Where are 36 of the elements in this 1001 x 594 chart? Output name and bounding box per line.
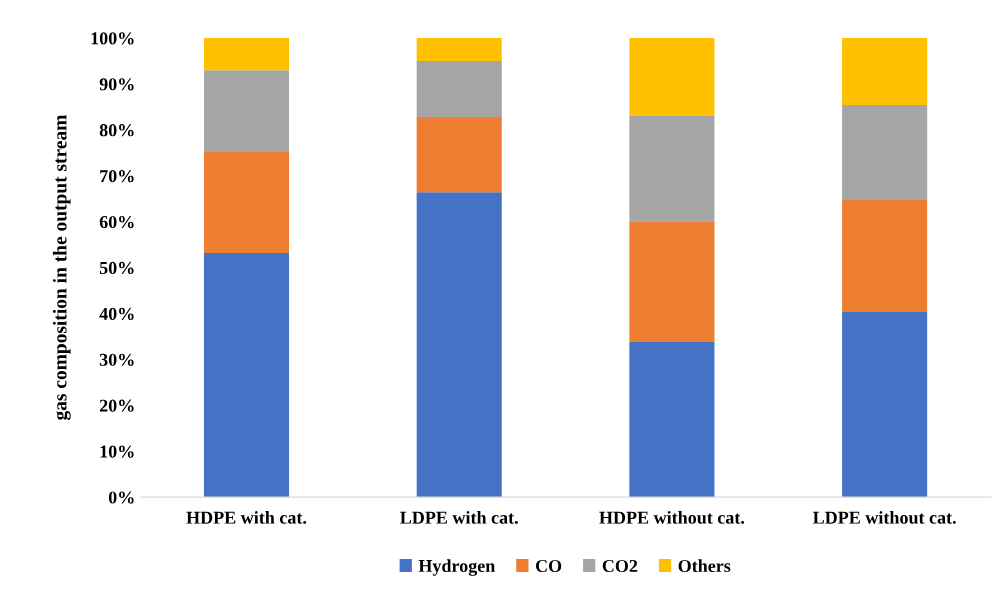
bar [842, 105, 928, 201]
y-axis-title: gas composition in the output stream [52, 114, 71, 421]
bar [629, 116, 715, 222]
bar [203, 252, 290, 498]
legend-label: Hydrogen [418, 559, 496, 576]
y-tick-label: 50% [99, 261, 134, 275]
y-tick-label: 90% [99, 78, 134, 91]
bar [203, 38, 290, 71]
y-tick-label: 30% [99, 353, 134, 366]
bar [629, 221, 715, 342]
bar [416, 192, 502, 498]
legend-label: CO [535, 559, 562, 573]
legend-label: Others [678, 559, 731, 573]
bar [416, 116, 502, 193]
bar [416, 38, 502, 61]
y-tick-label: 20% [99, 399, 134, 412]
legend-label: CO2 [602, 559, 638, 573]
bar [416, 60, 502, 117]
bar [629, 38, 715, 117]
y-tick-label: 0% [108, 491, 134, 504]
bar [203, 70, 290, 152]
x-tick-label: LDPE with cat. [400, 511, 518, 524]
bar [203, 151, 290, 253]
y-tick-label: 100% [91, 32, 134, 45]
bar [629, 341, 715, 498]
y-tick-label: 40% [99, 307, 134, 321]
y-tick-label: 80% [99, 124, 134, 137]
y-tick-label: 70% [100, 170, 134, 183]
y-tick-label: 60% [99, 215, 134, 229]
x-tick-label: LDPE without cat. [812, 511, 956, 524]
x-tick-label: HDPE with cat. [186, 511, 307, 524]
y-tick-label: 10% [100, 445, 134, 458]
bar [842, 38, 928, 106]
bar [842, 311, 928, 498]
x-tick-label: HDPE without cat. [599, 511, 745, 524]
bar [842, 200, 928, 312]
